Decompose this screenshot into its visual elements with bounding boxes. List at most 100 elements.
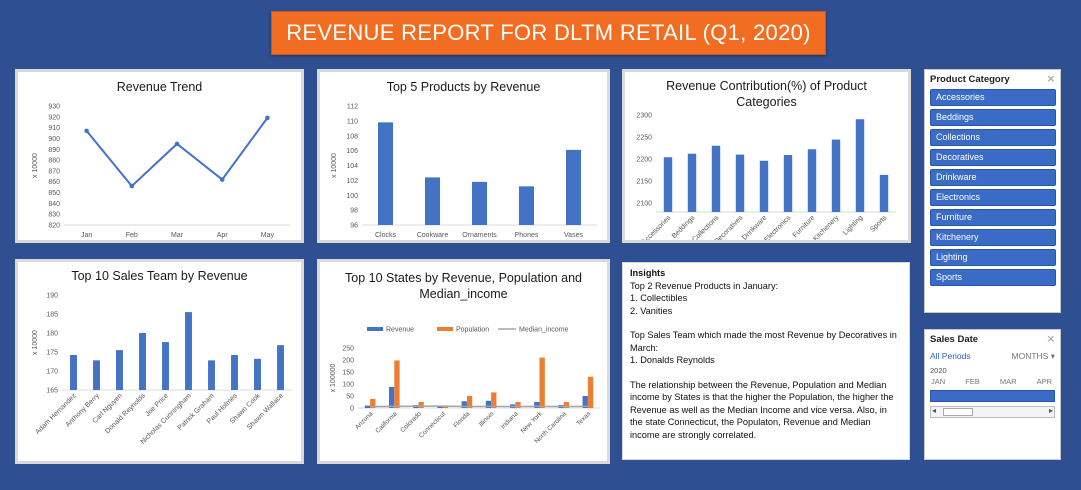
- chart-title: Top 10 Sales Team by Revenue: [71, 269, 248, 283]
- y-tick-label: 200: [342, 358, 354, 365]
- slicer-item-accessories[interactable]: Accessories: [930, 89, 1056, 106]
- y-tick-label: 100: [346, 193, 358, 200]
- scroll-left-icon[interactable]: ◂: [932, 406, 937, 415]
- states-plot: 0 50 100 150 200 250 x 100000 Arizona California…: [330, 327, 600, 445]
- timeline-scrollbar[interactable]: ◂ ▸: [930, 406, 1055, 418]
- category-contribution-chart: Revenue Contribution(%) of Product Categ…: [622, 69, 911, 243]
- x-tick-label: Accessories: [641, 214, 673, 240]
- bar: [855, 119, 865, 212]
- bar-revenue: [364, 405, 371, 408]
- series-line: [85, 117, 269, 188]
- slicer-item-beddings[interactable]: Beddings: [930, 109, 1056, 126]
- bar: [424, 177, 441, 225]
- bar-population: [587, 376, 594, 408]
- y-axis-label: x 10000: [331, 153, 338, 178]
- y-tick-label: 110: [347, 118, 358, 125]
- insight-p2-item: 1. Donalds Reynolds: [630, 355, 715, 365]
- bar: [879, 174, 889, 212]
- sales-date-timeline: Sales Date ⨯ All Periods MONTHS ▾ 2020 J…: [924, 329, 1061, 460]
- insight-p1-item: 1. Collectibles: [630, 293, 688, 303]
- bar: [116, 350, 123, 390]
- slicer-item-sports[interactable]: Sports: [930, 269, 1056, 286]
- bar-population: [394, 360, 400, 408]
- x-tick-label: Vases: [564, 232, 583, 239]
- slicer-item-electronics[interactable]: Electronics: [930, 189, 1056, 206]
- slicer-item-lighting[interactable]: Lighting: [930, 249, 1056, 266]
- x-tick-label: Jan: [81, 232, 92, 239]
- y-tick-label: 930: [48, 104, 60, 111]
- x-tick-label: Feb: [126, 232, 138, 239]
- bar: [759, 160, 769, 212]
- y-tick-label: 102: [346, 178, 358, 185]
- x-tick-label: Indiana: [500, 410, 520, 430]
- slicer-item-decoratives[interactable]: Decoratives: [930, 149, 1056, 166]
- x-tick-label: Ornaments: [462, 232, 497, 239]
- y-tick-label: 900: [48, 136, 60, 143]
- y-tick-label: 190: [46, 293, 58, 300]
- bar: [208, 360, 215, 390]
- slicer-item-kitchenery[interactable]: Kitchenery: [930, 229, 1056, 246]
- y-tick-label: 0: [350, 406, 354, 413]
- x-tick-label: Connecticut: [418, 410, 447, 439]
- bar-population: [370, 398, 376, 408]
- chart-title: Top 10 States by Revenue, Population and…: [345, 271, 582, 301]
- x-tick-label: Colorado: [399, 410, 423, 434]
- bar-population: [418, 402, 424, 408]
- y-tick-label: 98: [350, 208, 358, 215]
- y-tick-label: 830: [48, 212, 60, 219]
- legend-label: Median_income: [519, 327, 569, 334]
- chart-title: Revenue Trend: [116, 80, 203, 94]
- top-products-chart: Top 5 Products by Revenue 96 98 100 102 104 1…: [317, 69, 610, 243]
- x-tick-label: May: [261, 232, 275, 239]
- x-tick-label: Furniture: [792, 214, 817, 239]
- bar-revenue: [485, 400, 492, 408]
- x-tick-label: Arizona: [354, 410, 375, 431]
- bar-population: [491, 392, 497, 408]
- insights-panel: Insights Top 2 Revenue Products in Janua…: [622, 262, 910, 460]
- data-point: [174, 141, 180, 147]
- y-tick-label: 850: [48, 190, 60, 197]
- bar-revenue: [582, 396, 588, 408]
- insight-p1-item: 2. Vanities: [630, 305, 673, 316]
- scroll-right-icon[interactable]: ▸: [1048, 406, 1053, 415]
- bar: [377, 122, 394, 225]
- all-periods-label: All Periods: [930, 351, 971, 361]
- x-tick-label: Kitchenery: [812, 214, 841, 240]
- y-tick-label: 2150: [636, 179, 652, 186]
- slicer-item-furniture[interactable]: Furniture: [930, 209, 1056, 226]
- clear-filter-icon[interactable]: ⨯: [1046, 334, 1055, 345]
- x-tick-label: Cookware: [417, 232, 449, 239]
- bar: [711, 145, 721, 212]
- bar-population: [515, 402, 521, 408]
- states-chart: Top 10 States by Revenue, Population and…: [317, 259, 610, 464]
- clear-filter-icon[interactable]: ⨯: [1046, 74, 1055, 85]
- x-tick-label: California: [374, 410, 399, 435]
- chart-title: Top 5 Products by Revenue: [386, 80, 541, 94]
- x-tick-label: Mar: [171, 232, 184, 239]
- x-tick-label: Electronics: [763, 214, 793, 240]
- bar-revenue: [388, 386, 395, 408]
- timeline-selection-bar[interactable]: [930, 390, 1055, 402]
- insight-p3: The relationship between the Revenue, Po…: [630, 379, 894, 440]
- x-tick-label: Illinois: [478, 410, 496, 428]
- report-title: REVENUE REPORT FOR DLTM RETAIL (Q1, 2020…: [271, 11, 826, 55]
- data-point: [265, 115, 270, 121]
- bar: [162, 342, 169, 390]
- y-axis-label: x 10000: [32, 153, 39, 178]
- bar: [254, 358, 261, 390]
- y-tick-label: 250: [342, 346, 354, 353]
- sales-team-chart: Top 10 Sales Team by Revenue 165 170 175 18…: [15, 259, 304, 464]
- time-level-dropdown[interactable]: MONTHS ▾: [1011, 351, 1055, 361]
- data-point: [219, 177, 225, 182]
- scroll-thumb[interactable]: [943, 408, 973, 416]
- x-tick-label: Lighting: [842, 214, 864, 236]
- y-tick-label: 185: [46, 312, 58, 319]
- bar: [70, 355, 77, 390]
- x-tick-label: New York: [520, 410, 545, 435]
- category-contribution-plot: 21002150220022502300AccessoriesBeddingsC…: [636, 112, 896, 240]
- y-tick-label: 50: [346, 394, 354, 401]
- bar-population: [539, 357, 545, 408]
- slicer-item-drinkware[interactable]: Drinkware: [930, 169, 1056, 186]
- slicer-item-collections[interactable]: Collections: [930, 129, 1056, 146]
- bar: [231, 355, 238, 390]
